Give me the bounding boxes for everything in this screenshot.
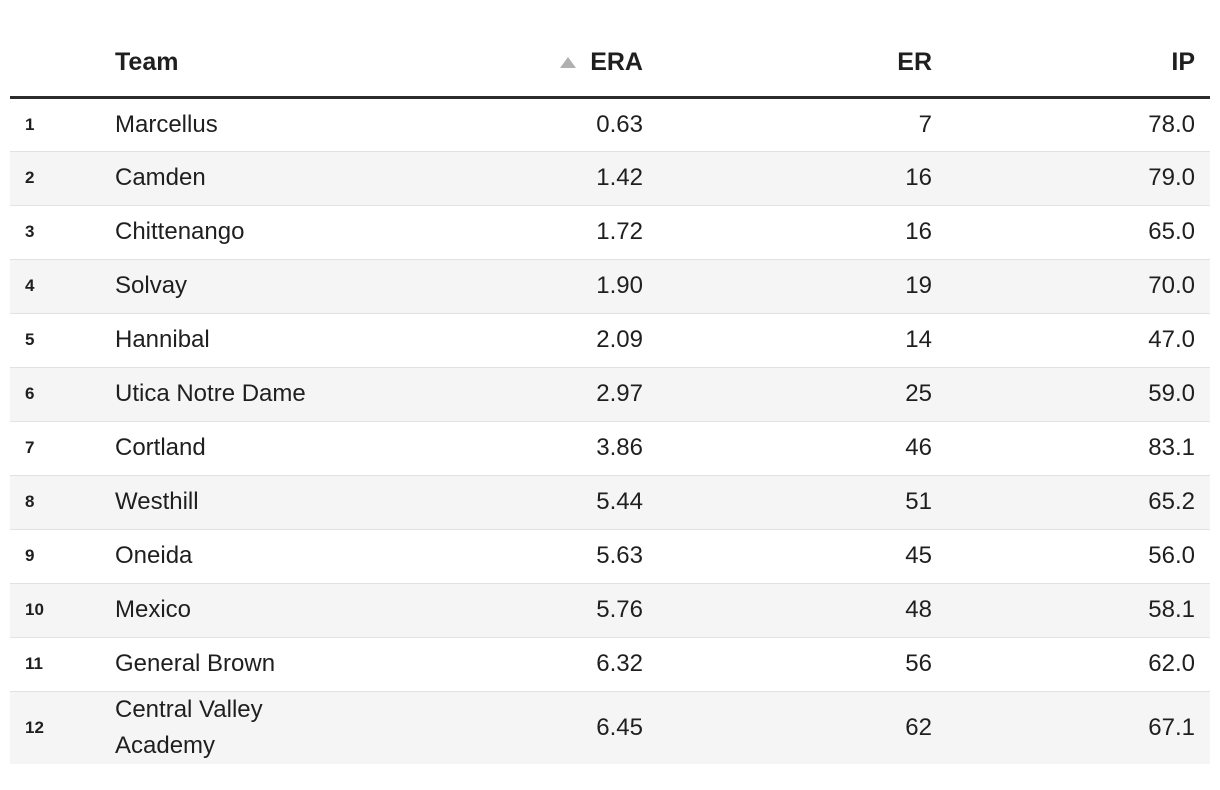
table-row: 10 Mexico 5.76 48 58.1 bbox=[10, 582, 1210, 637]
era-cell: 5.63 bbox=[345, 528, 643, 583]
rank-cell: 8 bbox=[10, 474, 115, 529]
er-cell: 14 bbox=[643, 312, 932, 367]
table-body: 1 Marcellus 0.63 7 78.0 2 Camden 1.42 16… bbox=[10, 97, 1210, 764]
er-cell: 25 bbox=[643, 366, 932, 421]
era-cell: 1.42 bbox=[345, 150, 643, 205]
er-cell: 51 bbox=[643, 474, 932, 529]
era-cell: 6.45 bbox=[345, 690, 643, 764]
er-cell: 16 bbox=[643, 150, 932, 205]
team-era-stats-table: Team ERA ER IP 1 Marcellus 0.63 7 78.0 2… bbox=[10, 0, 1210, 764]
er-column-header[interactable]: ER bbox=[643, 0, 932, 99]
era-cell: 6.32 bbox=[345, 636, 643, 691]
era-column-header[interactable]: ERA bbox=[345, 0, 643, 99]
ip-cell: 47.0 bbox=[932, 312, 1210, 367]
table-row: 4 Solvay 1.90 19 70.0 bbox=[10, 258, 1210, 313]
era-cell: 1.90 bbox=[345, 258, 643, 313]
rank-cell: 7 bbox=[10, 420, 115, 475]
era-cell: 5.76 bbox=[345, 582, 643, 637]
team-cell: Solvay bbox=[115, 258, 345, 313]
ip-cell: 59.0 bbox=[932, 366, 1210, 421]
er-cell: 45 bbox=[643, 528, 932, 583]
rank-cell: 1 bbox=[25, 114, 35, 134]
table-row: 7 Cortland 3.86 46 83.1 bbox=[10, 420, 1210, 475]
er-cell: 7 bbox=[918, 110, 932, 138]
table-row: 5 Hannibal 2.09 14 47.0 bbox=[10, 312, 1210, 367]
er-cell: 46 bbox=[643, 420, 932, 475]
era-column-label: ERA bbox=[590, 48, 643, 77]
era-cell: 2.09 bbox=[345, 312, 643, 367]
team-cell: Central Valley Academy bbox=[115, 690, 345, 764]
team-cell: Chittenango bbox=[115, 204, 345, 259]
era-cell: 1.72 bbox=[345, 204, 643, 259]
team-cell: Westhill bbox=[115, 474, 345, 529]
ip-cell: 78.0 bbox=[1148, 110, 1195, 138]
er-cell: 56 bbox=[643, 636, 932, 691]
ip-cell: 62.0 bbox=[932, 636, 1210, 691]
sort-ascending-icon bbox=[560, 57, 577, 69]
era-cell: 3.86 bbox=[345, 420, 643, 475]
er-cell: 19 bbox=[643, 258, 932, 313]
stats-table: Team ERA ER IP 1 Marcellus 0.63 7 78.0 2… bbox=[10, 0, 1210, 764]
table-row: 2 Camden 1.42 16 79.0 bbox=[10, 150, 1210, 205]
ip-cell: 79.0 bbox=[932, 150, 1210, 205]
table-header: Team ERA ER IP bbox=[10, 0, 1210, 99]
er-cell: 48 bbox=[643, 582, 932, 637]
ip-cell: 65.2 bbox=[932, 474, 1210, 529]
rank-cell: 2 bbox=[10, 150, 115, 205]
team-cell: Oneida bbox=[115, 528, 345, 583]
team-cell: Marcellus bbox=[115, 110, 218, 138]
rank-cell: 4 bbox=[10, 258, 115, 313]
team-cell: Mexico bbox=[115, 582, 345, 637]
ip-column-header[interactable]: IP bbox=[932, 0, 1210, 99]
table-row: 1 Marcellus 0.63 7 78.0 bbox=[10, 97, 1210, 151]
ip-cell: 65.0 bbox=[932, 204, 1210, 259]
team-cell: Hannibal bbox=[115, 312, 345, 367]
rank-cell: 5 bbox=[10, 312, 115, 367]
table-row: 11 General Brown 6.32 56 62.0 bbox=[10, 636, 1210, 691]
er-cell: 62 bbox=[643, 690, 932, 764]
team-cell: General Brown bbox=[115, 636, 345, 691]
table-row: 3 Chittenango 1.72 16 65.0 bbox=[10, 204, 1210, 259]
era-cell: 5.44 bbox=[345, 474, 643, 529]
table-row: 12 Central Valley Academy 6.45 62 67.1 bbox=[10, 690, 1210, 764]
era-cell: 0.63 bbox=[596, 110, 643, 138]
ip-cell: 58.1 bbox=[932, 582, 1210, 637]
rank-cell: 12 bbox=[10, 690, 115, 764]
ip-cell: 70.0 bbox=[932, 258, 1210, 313]
rank-column-header bbox=[10, 0, 115, 99]
team-cell: Cortland bbox=[115, 420, 345, 475]
table-row: 6 Utica Notre Dame 2.97 25 59.0 bbox=[10, 366, 1210, 421]
rank-cell: 11 bbox=[10, 636, 115, 691]
rank-cell: 3 bbox=[10, 204, 115, 259]
ip-cell: 56.0 bbox=[932, 528, 1210, 583]
team-column-header[interactable]: Team bbox=[115, 0, 345, 99]
er-cell: 16 bbox=[643, 204, 932, 259]
table-row: 8 Westhill 5.44 51 65.2 bbox=[10, 474, 1210, 529]
team-cell: Utica Notre Dame bbox=[115, 366, 345, 421]
team-cell: Camden bbox=[115, 150, 345, 205]
rank-cell: 9 bbox=[10, 528, 115, 583]
rank-cell: 10 bbox=[10, 582, 115, 637]
ip-cell: 83.1 bbox=[932, 420, 1210, 475]
ip-cell: 67.1 bbox=[932, 690, 1210, 764]
rank-cell: 6 bbox=[10, 366, 115, 421]
header-row: Team ERA ER IP bbox=[10, 0, 1210, 99]
table-row: 9 Oneida 5.63 45 56.0 bbox=[10, 528, 1210, 583]
era-cell: 2.97 bbox=[345, 366, 643, 421]
